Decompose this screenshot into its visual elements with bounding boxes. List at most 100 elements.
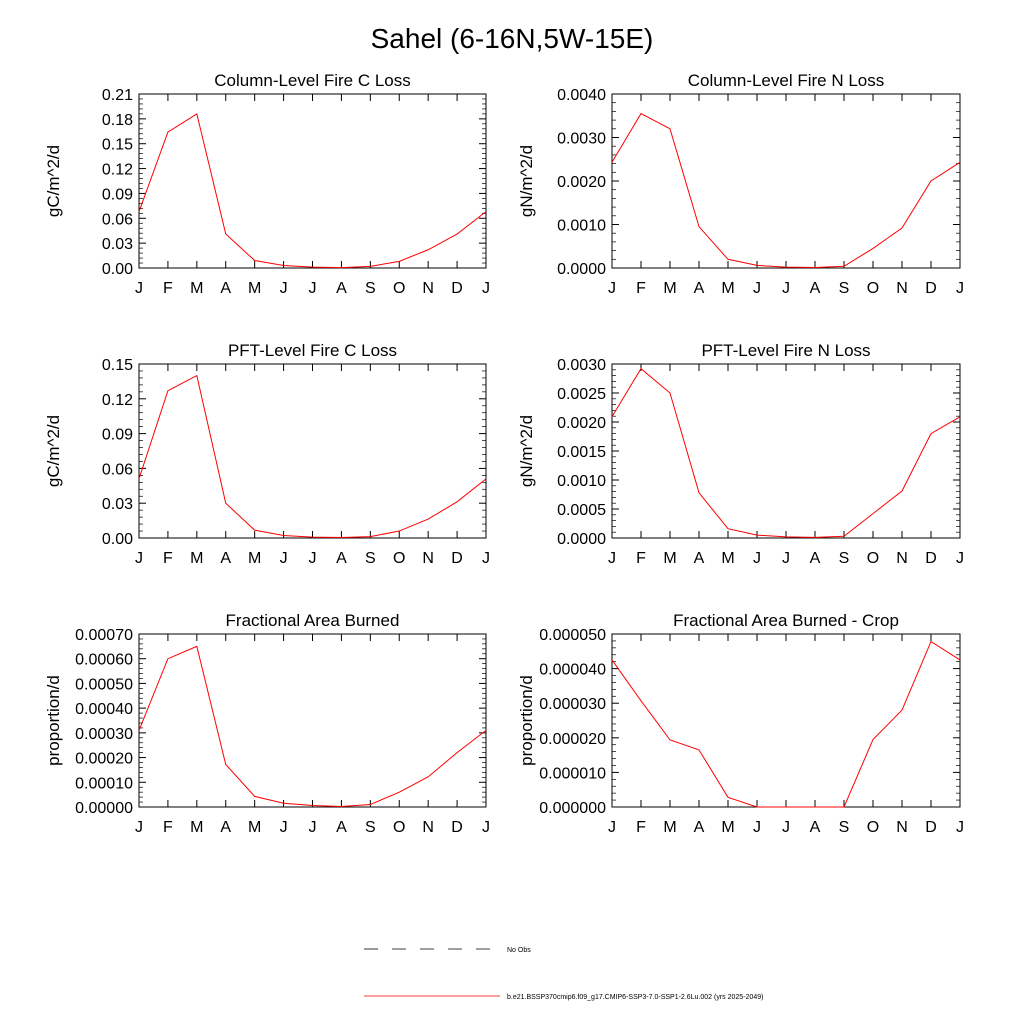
y-tick-label: 0.0025 (557, 386, 606, 403)
panel-title: Fractional Area Burned - Crop (673, 611, 899, 630)
y-tick-label: 0.21 (102, 87, 133, 104)
x-tick-label: N (896, 550, 908, 567)
y-tick-label: 0.0010 (557, 218, 606, 235)
x-tick-label: N (422, 550, 434, 567)
x-tick-label: A (810, 550, 821, 567)
y-tick-label: 0.0020 (557, 174, 606, 191)
x-tick-label: M (721, 819, 734, 836)
x-tick-label: F (163, 819, 173, 836)
x-tick-label: A (220, 819, 231, 836)
x-tick-label: M (248, 819, 261, 836)
y-tick-label: 0.0010 (557, 473, 606, 490)
y-axis-label: proportion/d (517, 675, 536, 766)
series-line-1 (138, 113, 487, 269)
panel-title: PFT-Level Fire N Loss (701, 341, 870, 360)
x-tick-label: F (636, 280, 646, 297)
x-tick-label: D (451, 550, 463, 567)
chart-panel-5: Fractional Area Burned proportion/d 0.0000… (44, 611, 490, 836)
chart-panels: Column-Level Fire C Loss gC/m^2/d 0.00 0.03… (44, 71, 964, 836)
page-title: Sahel (6-16N,5W-15E) (371, 23, 654, 54)
x-tick-label: J (753, 819, 761, 836)
y-tick-label: 0.000020 (539, 731, 606, 748)
x-tick-label: A (336, 550, 347, 567)
x-tick-label: O (867, 819, 879, 836)
x-tick-label: D (925, 550, 937, 567)
series-line-1 (611, 112, 961, 269)
y-tick-label: 0.00020 (75, 751, 133, 768)
x-tick-label: J (956, 550, 964, 567)
x-tick-label: J (753, 280, 761, 297)
x-tick-label: F (636, 550, 646, 567)
y-tick-label: 0.000050 (539, 627, 606, 644)
x-tick-label: J (280, 819, 288, 836)
y-tick-label: 0.09 (102, 186, 133, 203)
plot-frame (611, 93, 961, 269)
x-tick-label: S (839, 550, 850, 567)
x-tick-label: J (309, 819, 317, 836)
x-tick-label: M (721, 280, 734, 297)
x-tick-label: J (280, 280, 288, 297)
y-tick-label: 0.0040 (557, 87, 606, 104)
chart-panel-6: Fractional Area Burned - Crop proportion/… (517, 611, 964, 836)
x-tick-label: O (393, 550, 405, 567)
x-tick-label: D (925, 280, 937, 297)
x-tick-label: A (694, 550, 705, 567)
x-tick-label: J (782, 550, 790, 567)
x-tick-label: A (810, 280, 821, 297)
x-tick-label: J (135, 819, 143, 836)
y-tick-label: 0.18 (102, 112, 133, 129)
x-tick-label: A (810, 819, 821, 836)
legend-label-model: b.e21.BSSP370cmip6.f09_g17.CMIP6-SSP3-7.… (507, 994, 763, 1001)
x-tick-label: S (839, 819, 850, 836)
x-tick-label: O (393, 819, 405, 836)
x-tick-label: J (482, 280, 490, 297)
panel-title: Column-Level Fire N Loss (688, 71, 885, 90)
x-tick-label: S (365, 819, 376, 836)
x-tick-label: J (309, 550, 317, 567)
x-tick-label: N (422, 280, 434, 297)
y-tick-label: 0.0005 (557, 502, 606, 519)
x-tick-label: J (956, 819, 964, 836)
legend: No Obs b.e21.BSSP370cmip6.f09_g17.CMIP6-… (364, 947, 763, 1001)
x-tick-label: A (336, 819, 347, 836)
x-tick-label: M (190, 550, 203, 567)
x-tick-label: J (135, 550, 143, 567)
x-tick-label: S (365, 280, 376, 297)
x-tick-label: J (309, 280, 317, 297)
y-tick-label: 0.06 (102, 211, 133, 228)
plot-frame (611, 363, 961, 539)
x-tick-label: N (896, 280, 908, 297)
x-tick-label: J (753, 550, 761, 567)
y-tick-label: 0.00 (102, 531, 133, 548)
x-tick-label: F (163, 280, 173, 297)
series-line-1 (611, 367, 961, 538)
x-tick-label: A (336, 280, 347, 297)
y-tick-label: 0.00010 (75, 775, 133, 792)
y-tick-label: 0.00040 (75, 701, 133, 718)
y-tick-label: 0.0000 (557, 261, 606, 278)
x-tick-label: A (694, 819, 705, 836)
chart-panel-1: Column-Level Fire C Loss gC/m^2/d 0.00 0.03… (44, 71, 490, 297)
x-tick-label: A (220, 280, 231, 297)
x-tick-label: D (451, 280, 463, 297)
y-axis-label: proportion/d (44, 675, 63, 766)
y-tick-label: 0.15 (102, 137, 133, 154)
plot-frame (611, 633, 961, 808)
plot-frame (138, 93, 487, 269)
x-tick-label: M (248, 280, 261, 297)
chart-panel-2: Column-Level Fire N Loss gN/m^2/d 0.0000 0.… (517, 71, 964, 297)
x-tick-label: M (663, 280, 676, 297)
y-tick-label: 0.00 (102, 261, 133, 278)
y-tick-label: 0.00050 (75, 676, 133, 693)
x-tick-label: D (451, 819, 463, 836)
x-tick-label: S (839, 280, 850, 297)
x-tick-label: J (782, 280, 790, 297)
x-tick-label: M (663, 550, 676, 567)
x-tick-label: N (422, 819, 434, 836)
x-tick-label: J (956, 280, 964, 297)
x-tick-label: J (782, 819, 790, 836)
y-tick-label: 0.0020 (557, 415, 606, 432)
y-tick-label: 0.0015 (557, 444, 606, 461)
y-tick-label: 0.0030 (557, 357, 606, 374)
x-tick-label: M (248, 550, 261, 567)
